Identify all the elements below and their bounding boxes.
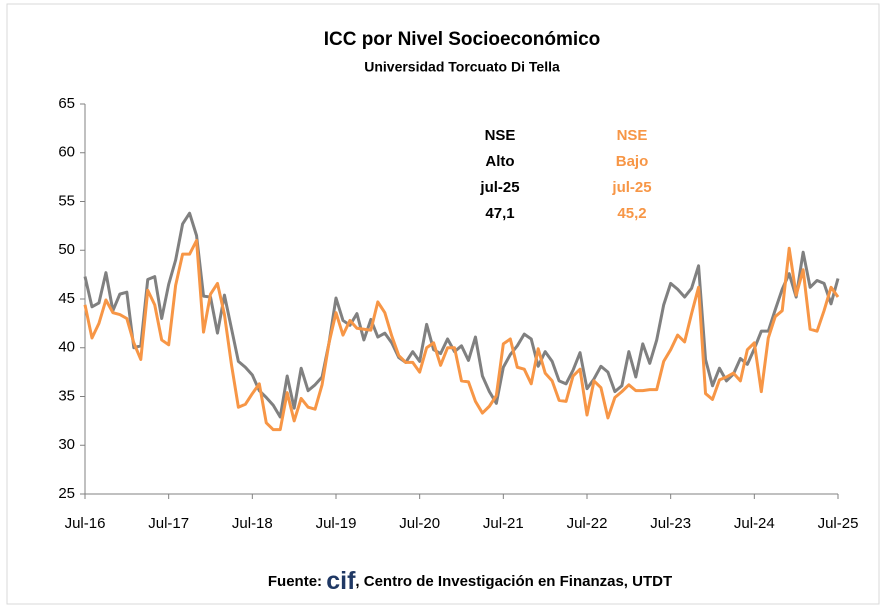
annotation: Bajo <box>616 153 649 170</box>
x-tick-label: Jul-16 <box>65 515 106 532</box>
chart-title: ICC por Nivel Socioeconómico <box>324 29 601 50</box>
annotation: 47,1 <box>485 205 514 222</box>
y-tick-label: 35 <box>58 387 75 404</box>
y-tick-label: 45 <box>58 290 75 307</box>
annotation: NSE <box>617 127 648 144</box>
chart-subtitle: Universidad Torcuato Di Tella <box>364 59 560 75</box>
y-tick-label: 25 <box>58 485 75 502</box>
y-tick-label: 55 <box>58 192 75 209</box>
annotation: jul-25 <box>479 179 519 196</box>
x-tick-label: Jul-22 <box>567 515 608 532</box>
y-tick-label: 65 <box>58 95 75 112</box>
chart-border <box>6 3 880 605</box>
x-tick-label: Jul-21 <box>483 515 524 532</box>
x-tick-label: Jul-19 <box>316 515 357 532</box>
source-prefix: Fuente: <box>268 573 326 590</box>
annotation: 45,2 <box>617 205 646 222</box>
y-tick-label: 40 <box>58 339 75 356</box>
y-tick-label: 60 <box>58 144 75 161</box>
x-tick-label: Jul-17 <box>148 515 189 532</box>
x-tick-label: Jul-18 <box>232 515 273 532</box>
series-line <box>83 239 840 432</box>
y-tick-label: 50 <box>58 241 75 258</box>
x-tick-label: Jul-23 <box>650 515 691 532</box>
y-tick-label: 30 <box>58 436 75 453</box>
x-tick-label: Jul-25 <box>818 515 859 532</box>
annotation: jul-25 <box>611 179 651 196</box>
x-tick-label: Jul-24 <box>734 515 775 532</box>
annotation: Alto <box>485 153 514 170</box>
x-tick-label: Jul-20 <box>399 515 440 532</box>
source-logo: cif <box>326 567 356 595</box>
source: Fuente: cif, Centro de Investigación en … <box>268 567 672 595</box>
annotation: NSE <box>485 127 516 144</box>
source-suffix: , Centro de Investigación en Finanzas, U… <box>355 573 672 590</box>
